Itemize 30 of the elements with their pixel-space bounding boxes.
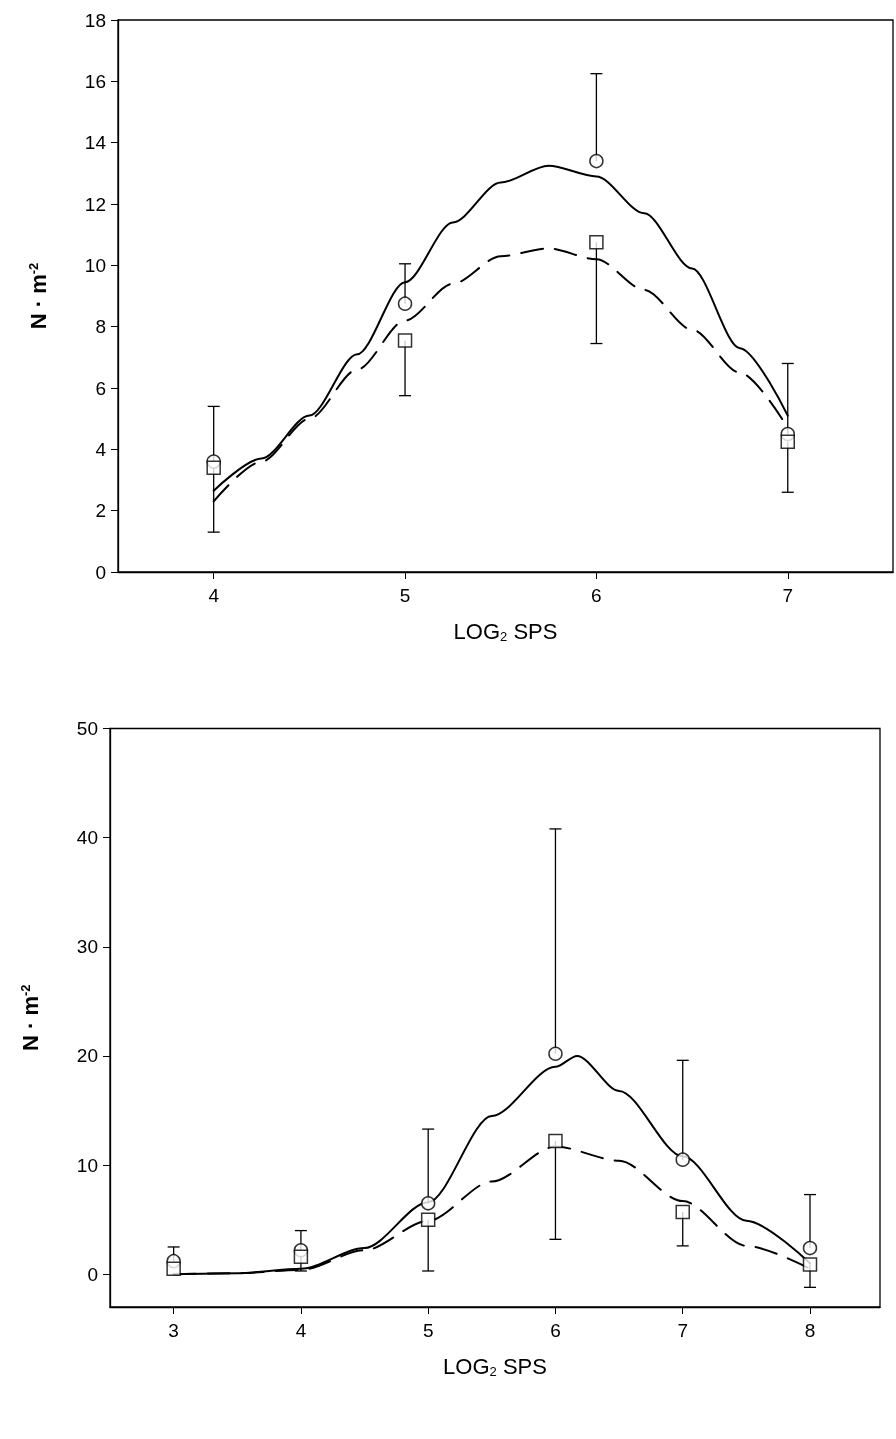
x-tick-label: 3 [168, 1320, 179, 1341]
y-tick-label: 12 [84, 193, 106, 215]
y-tick-label: 0 [95, 561, 106, 583]
x-tick-label: 4 [295, 1320, 307, 1341]
x-tick-label: 5 [399, 585, 411, 606]
x-tick-label: 7 [677, 1320, 689, 1341]
y-tick-label: 8 [95, 316, 106, 338]
x-tick-label: 4 [208, 585, 220, 606]
y-tick-label: 4 [95, 438, 107, 460]
y-tick-label: 6 [95, 377, 106, 399]
y-tick-label: 30 [76, 936, 98, 958]
y-tick-label: 16 [84, 70, 106, 92]
y-tick-label: 40 [76, 827, 98, 849]
x-tick-label: 6 [550, 1320, 561, 1341]
y-tick-label: 50 [76, 718, 98, 739]
y-tick-label: 10 [84, 254, 106, 276]
y-axis-title: N · m-2 [18, 984, 43, 1052]
x-tick-label: 8 [804, 1320, 816, 1341]
y-tick-label: 14 [84, 132, 107, 154]
x-axis-title: LOG2 SPS [443, 1354, 547, 1379]
y-tick-label: 2 [95, 500, 106, 522]
x-axis-title: LOG2 SPS [453, 619, 558, 644]
y-tick-label: 0 [87, 1263, 98, 1285]
y-tick-label: 10 [76, 1154, 98, 1176]
x-tick-label: 5 [422, 1320, 434, 1341]
x-tick-label: 7 [782, 585, 794, 606]
y-tick-label: 20 [76, 1045, 98, 1067]
x-tick-label: 6 [591, 585, 602, 606]
y-axis-title: N · m-2 [26, 262, 51, 330]
y-tick-label: 18 [84, 9, 106, 31]
